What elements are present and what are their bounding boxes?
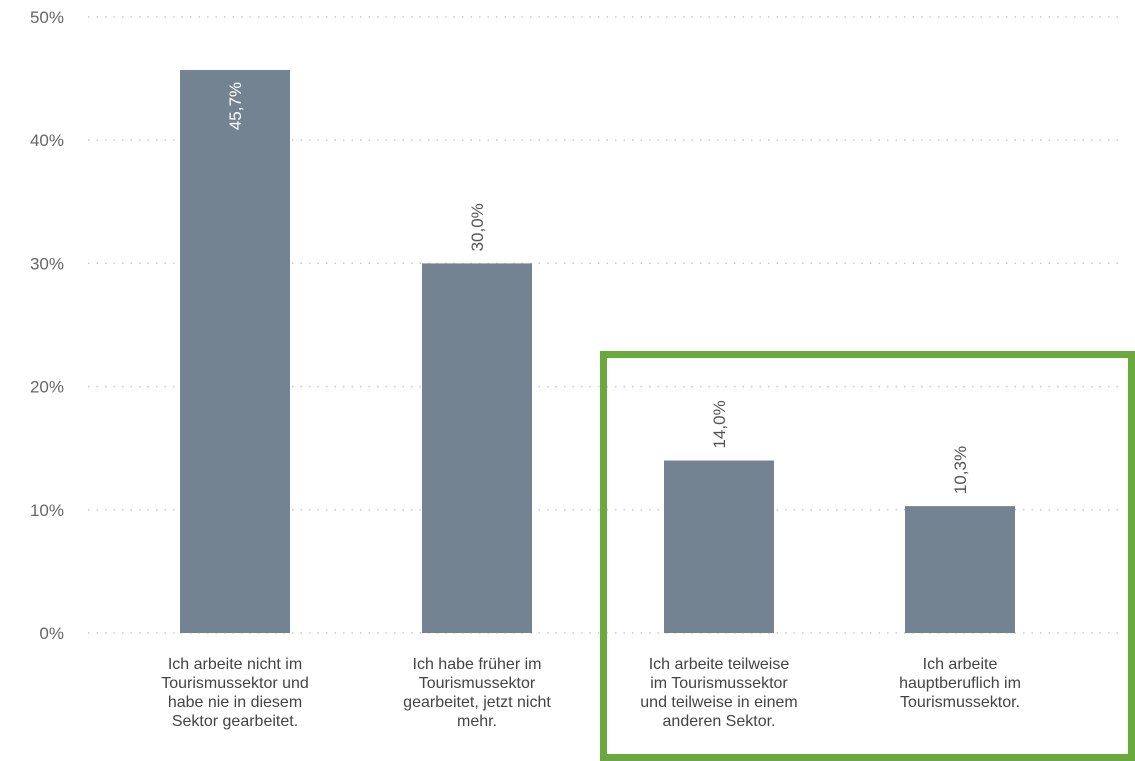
data-label: 14,0% <box>710 400 729 448</box>
bar <box>664 460 774 633</box>
y-tick-label: 0% <box>39 624 64 643</box>
y-tick-label: 10% <box>30 501 64 520</box>
bar <box>905 506 1015 633</box>
highlight-box <box>600 351 1135 761</box>
x-category-label: Ich arbeite hauptberuflich im Tourismussek… <box>899 656 1021 711</box>
data-labels: 45,7% 30,0% 14,0% 10,3% <box>226 82 970 494</box>
x-category-label: Ich arbeite nicht im Tourismussektor und h… <box>161 656 309 730</box>
y-tick-label: 40% <box>30 131 64 150</box>
bars <box>180 69 1015 633</box>
data-label: 45,7% <box>226 82 245 130</box>
bar <box>180 69 290 633</box>
y-tick-label: 50% <box>30 8 64 27</box>
bar <box>422 263 532 633</box>
x-category-label: Ich habe früher im Tourismussektor gearbei… <box>403 656 551 730</box>
x-category-label: Ich arbeite teilweise im Tourismussektor u… <box>640 656 798 730</box>
y-tick-label: 30% <box>30 254 64 273</box>
data-label: 10,3% <box>951 446 970 494</box>
y-tick-label: 20% <box>30 378 64 397</box>
data-label: 30,0% <box>468 203 487 251</box>
y-axis-ticks: 0% 10% 20% 30% 40% 50% <box>30 8 64 643</box>
